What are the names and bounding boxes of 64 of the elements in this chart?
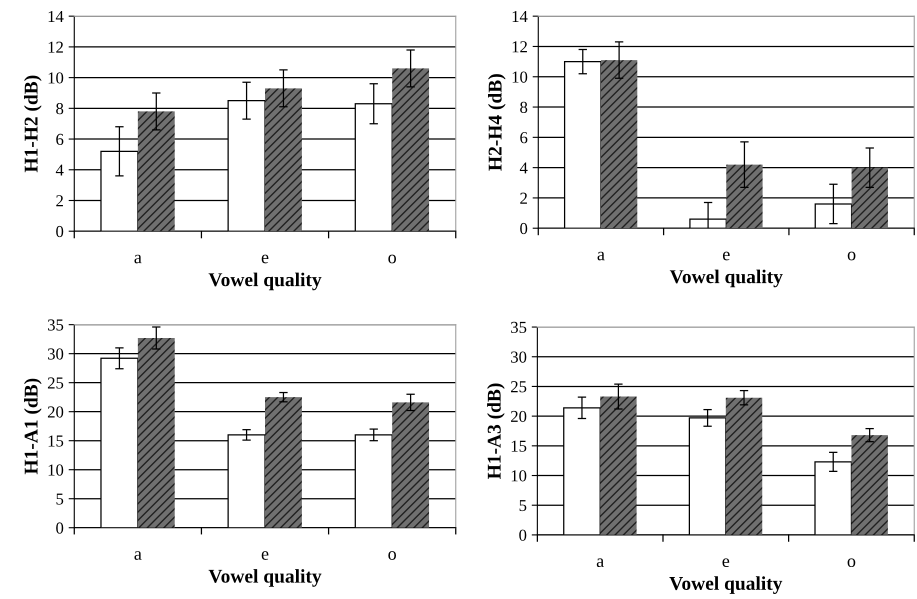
y-axis-title: H1-H2 (dB) <box>24 76 42 172</box>
x-tick-label: e <box>722 252 730 260</box>
y-tick-label: 35 <box>511 322 526 333</box>
x-tick-label: e <box>262 551 268 560</box>
y-tick-label: 0 <box>519 530 526 541</box>
y-tick-label: 2 <box>520 192 527 204</box>
y-tick-label: 4 <box>520 162 528 174</box>
y-tick-label: 30 <box>48 348 64 360</box>
y-tick-label: 10 <box>512 71 528 83</box>
x-tick-label: e <box>262 254 268 264</box>
x-axis-title: Vowel quality <box>669 576 782 594</box>
y-tick-label: 15 <box>48 435 64 447</box>
x-tick-label: e <box>722 558 730 568</box>
y-axis-title: H2-H4 (dB) <box>488 74 506 171</box>
x-tick-label: o <box>388 551 396 560</box>
bar <box>265 397 302 528</box>
y-tick-label: 30 <box>511 351 526 363</box>
y-tick-label: 6 <box>56 134 64 145</box>
y-tick-label: 12 <box>512 41 527 52</box>
bar <box>138 111 175 232</box>
x-tick-label: o <box>388 254 396 264</box>
x-tick-label: o <box>848 252 856 260</box>
bar <box>726 398 762 535</box>
y-tick-label: 0 <box>520 222 528 234</box>
y-tick-label: 25 <box>511 381 526 392</box>
y-tick-label: 10 <box>512 470 526 482</box>
y-tick-label: 4 <box>56 164 64 176</box>
y-tick-label: 15 <box>512 440 526 452</box>
y-tick-label: 12 <box>48 42 63 53</box>
x-axis-title: Vowel quality <box>208 569 322 587</box>
y-tick-label: 0 <box>56 226 64 238</box>
y-tick-label: 5 <box>520 500 526 512</box>
y-tick-label: 8 <box>56 103 64 114</box>
bar <box>392 68 430 232</box>
y-tick-label: 35 <box>48 319 64 331</box>
x-tick-label: o <box>848 558 856 568</box>
y-tick-label: 0 <box>56 522 64 534</box>
bar <box>852 168 888 228</box>
x-axis-title: Vowel quality <box>670 270 783 288</box>
y-tick-label: 20 <box>511 410 526 422</box>
y-tick-label: 10 <box>48 72 64 84</box>
bar <box>600 60 638 228</box>
y-tick-label: 2 <box>56 195 63 206</box>
bar <box>726 164 763 228</box>
y-tick-label: 8 <box>520 102 528 113</box>
y-tick-label: 14 <box>512 10 528 22</box>
x-tick-label: a <box>596 558 604 568</box>
bar <box>851 435 888 535</box>
x-tick-label: a <box>598 252 605 260</box>
x-tick-label: a <box>134 551 142 560</box>
x-tick-label: a <box>134 254 142 264</box>
y-tick-label: 20 <box>48 406 64 418</box>
bar <box>600 396 637 535</box>
y-axis-title: H1-A3 (dB) <box>487 383 505 479</box>
bar <box>265 88 302 232</box>
y-axis-title: H1-A1 (dB) <box>24 378 42 474</box>
y-tick-label: 6 <box>520 132 528 144</box>
y-tick-label: 10 <box>48 464 64 476</box>
y-tick-label: 5 <box>56 494 64 505</box>
y-tick-label: 25 <box>48 377 64 389</box>
x-axis-title: Vowel quality <box>208 272 322 290</box>
y-tick-label: 14 <box>48 10 64 22</box>
bar <box>138 338 175 528</box>
bar <box>392 402 430 528</box>
